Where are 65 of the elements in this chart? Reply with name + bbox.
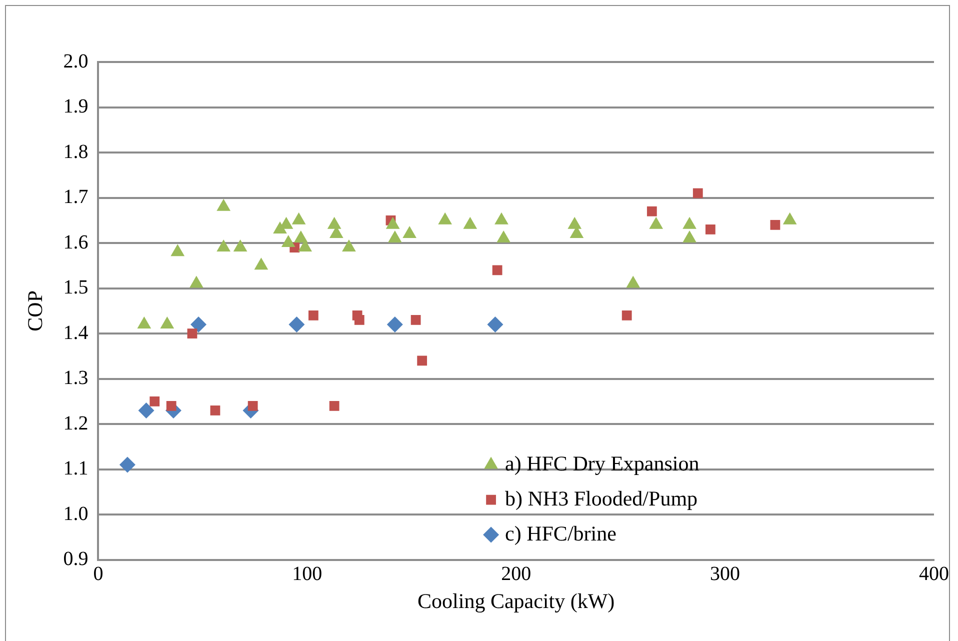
y-tick-label: 1.8	[63, 140, 88, 163]
legend-label: a) HFC Dry Expansion	[505, 451, 700, 476]
point	[292, 212, 306, 224]
point	[327, 216, 342, 229]
point	[649, 216, 664, 229]
point	[487, 316, 504, 332]
point	[160, 316, 174, 328]
point	[342, 240, 356, 252]
point	[329, 400, 340, 411]
point	[308, 310, 318, 320]
point	[682, 230, 696, 242]
y-tick-label: 1.7	[63, 186, 88, 208]
x-tick-label: 0	[93, 563, 104, 586]
point	[119, 456, 136, 473]
point	[216, 240, 230, 252]
point	[294, 230, 308, 242]
y-axis-title: COP	[23, 290, 48, 332]
point	[248, 400, 258, 411]
y-tick-label: 1.2	[63, 412, 88, 434]
point	[496, 230, 510, 242]
point	[417, 356, 428, 366]
point	[210, 406, 220, 416]
y-tick-label: 1.6	[63, 231, 88, 254]
point	[568, 216, 582, 229]
y-tick-label: 1.4	[63, 322, 88, 344]
legend-label: c) HFC/brine	[505, 521, 616, 546]
y-tick-label: 1.0	[63, 502, 88, 525]
point	[189, 276, 204, 288]
point	[281, 235, 296, 248]
point	[216, 198, 230, 211]
point	[166, 400, 176, 411]
y-tick-label: 1.3	[63, 367, 88, 390]
point	[170, 244, 185, 256]
point	[354, 315, 364, 325]
point	[138, 402, 154, 418]
y-tick-label: 1.1	[63, 458, 88, 480]
y-tick-label: 2.0	[63, 50, 88, 72]
point	[190, 316, 206, 332]
point	[388, 230, 402, 242]
point	[187, 328, 198, 338]
point	[386, 216, 400, 229]
point	[438, 212, 452, 224]
point	[494, 212, 508, 224]
point	[782, 212, 797, 224]
point	[402, 226, 416, 238]
point	[463, 216, 478, 229]
y-tick-label: 0.9	[63, 548, 88, 570]
point	[410, 315, 421, 325]
point	[150, 396, 160, 406]
point	[254, 258, 268, 270]
point	[288, 316, 305, 332]
point	[233, 240, 248, 252]
x-tick-label: 100	[292, 563, 322, 586]
x-axis-title: Cooling Capacity (kW)	[418, 588, 615, 613]
x-tick-label: 300	[710, 563, 740, 586]
x-tick-label: 200	[501, 563, 532, 586]
y-tick-label: 1.9	[63, 96, 88, 118]
point	[622, 310, 632, 320]
x-tick-label: 400	[919, 563, 949, 586]
point	[682, 216, 696, 229]
point	[137, 316, 152, 328]
point	[386, 316, 403, 332]
point	[626, 276, 640, 288]
y-tick-label: 1.5	[63, 276, 88, 299]
legend-label: b) NH3 Flooded/Pump	[505, 486, 698, 510]
